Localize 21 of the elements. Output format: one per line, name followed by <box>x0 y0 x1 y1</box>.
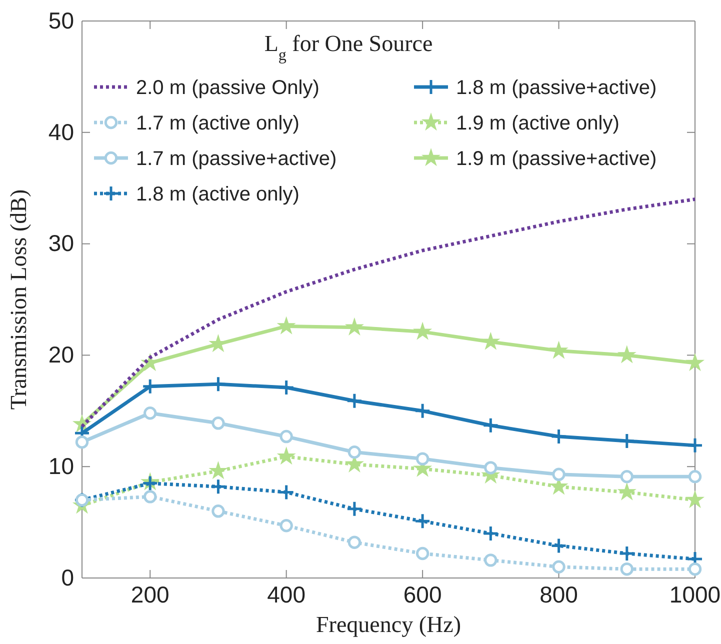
legend-label: 1.8 m (passive+active) <box>456 77 657 99</box>
legend-label: 1.9 m (passive+active) <box>456 148 657 170</box>
legend-label: 1.9 m (active only) <box>456 112 620 134</box>
legend-label: 1.8 m (active only) <box>136 184 300 206</box>
x-axis-title: Frequency (Hz) <box>316 612 461 637</box>
y-tick-label: 10 <box>48 452 74 479</box>
y-axis-title: Transmission Loss (dB) <box>6 189 31 410</box>
legend-label: 1.7 m (passive+active) <box>136 148 337 170</box>
x-tick-label: 400 <box>267 581 306 608</box>
x-tick-label: 800 <box>540 581 578 608</box>
y-tick-label: 40 <box>48 118 74 145</box>
y-tick-label: 30 <box>48 230 74 256</box>
y-tick-label: 20 <box>48 342 74 368</box>
legend-label: 1.7 m (active only) <box>136 112 300 134</box>
x-tick-label: 600 <box>403 581 442 608</box>
legend-title: L$_{g}$ for One Source <box>264 31 433 64</box>
y-tick-label: 0 <box>61 564 74 590</box>
x-tick-label: 200 <box>130 581 170 608</box>
y-tick-label: 50 <box>48 7 74 34</box>
legend-label: 2.0 m (passive Only) <box>136 77 320 99</box>
x-tick-label: 1000 <box>669 581 721 608</box>
